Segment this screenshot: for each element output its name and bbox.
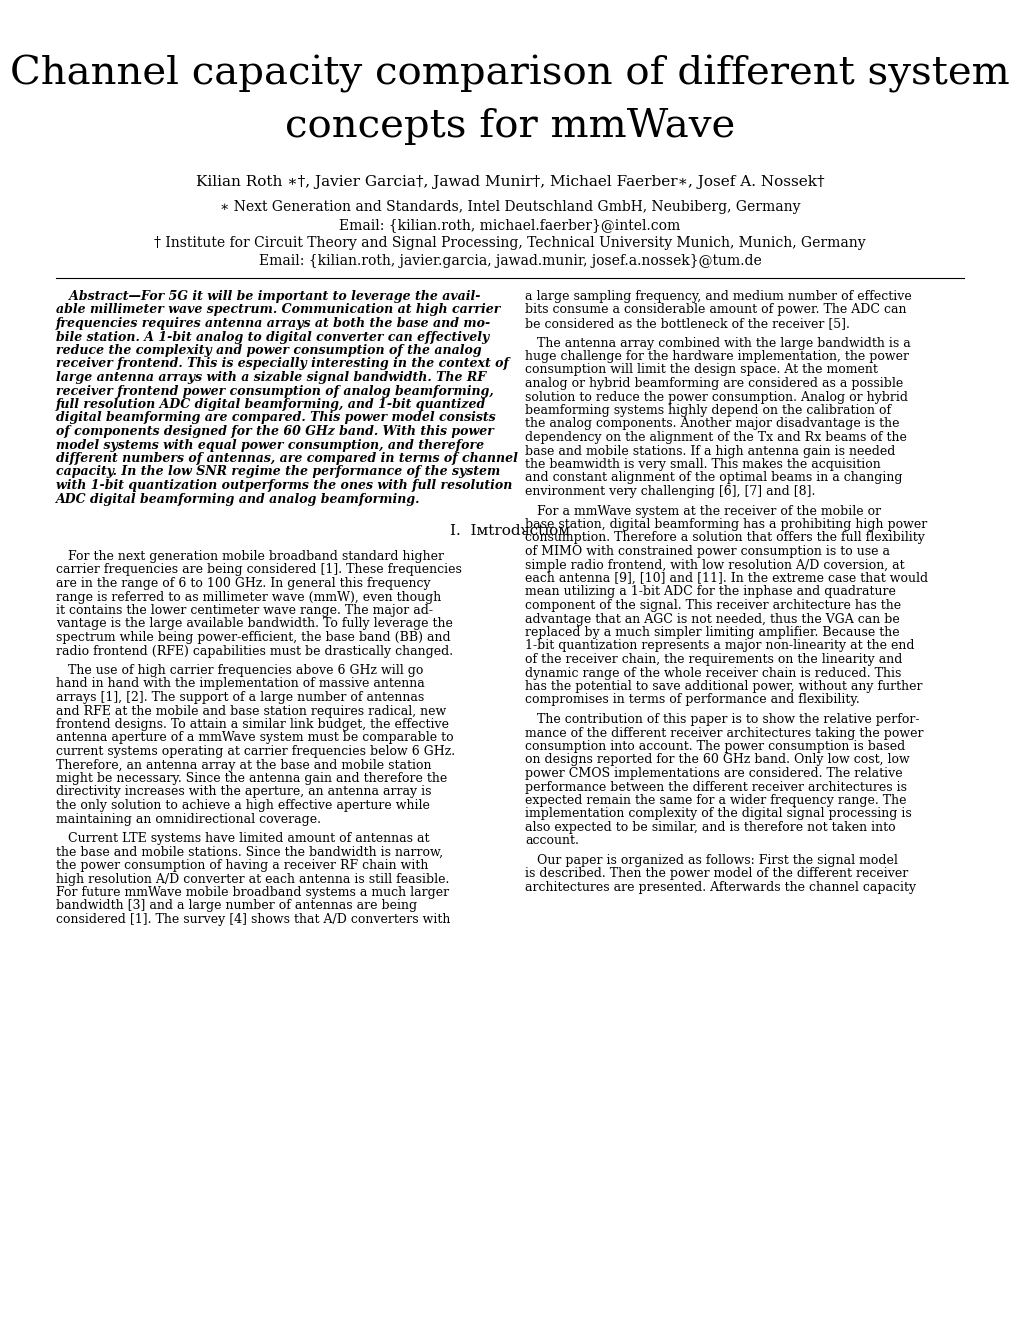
Text: replaced by a much simpler limiting amplifier. Because the: replaced by a much simpler limiting ampl… xyxy=(525,626,899,639)
Text: is described. Then the power model of the different receiver: is described. Then the power model of th… xyxy=(525,867,907,880)
Text: The contribution of this paper is to show the relative perfor-: The contribution of this paper is to sho… xyxy=(525,713,918,726)
Text: advantage that an AGC is not needed, thus the VGA can be: advantage that an AGC is not needed, thu… xyxy=(525,612,899,626)
Text: of MIMO with constrained power consumption is to use a: of MIMO with constrained power consumpti… xyxy=(525,545,890,558)
Text: The antenna array combined with the large bandwidth is a: The antenna array combined with the larg… xyxy=(525,337,910,350)
Text: carrier frequencies are being considered [1]. These frequencies: carrier frequencies are being considered… xyxy=(56,564,462,577)
Text: arrays [1], [2]. The support of a large number of antennas: arrays [1], [2]. The support of a large … xyxy=(56,690,424,704)
Text: Our paper is organized as follows: First the signal model: Our paper is organized as follows: First… xyxy=(525,854,897,867)
Text: base and mobile stations. If a high antenna gain is needed: base and mobile stations. If a high ante… xyxy=(525,445,895,458)
Text: Kilian Roth ∗†, Javier Garcia†, Jawad Munir†, Michael Faerber∗, Josef A. Nossek†: Kilian Roth ∗†, Javier Garcia†, Jawad Mu… xyxy=(196,176,823,189)
Text: component of the signal. This receiver architecture has the: component of the signal. This receiver a… xyxy=(525,599,900,612)
Text: range is referred to as millimeter wave (mmW), even though: range is referred to as millimeter wave … xyxy=(56,590,441,603)
Text: base station, digital beamforming has a prohibiting high power: base station, digital beamforming has a … xyxy=(525,517,926,531)
Text: of the receiver chain, the requirements on the linearity and: of the receiver chain, the requirements … xyxy=(525,653,902,667)
Text: model systems with equal power consumption, and therefore: model systems with equal power consumpti… xyxy=(56,438,484,451)
Text: † Institute for Circuit Theory and Signal Processing, Technical University Munic: † Institute for Circuit Theory and Signa… xyxy=(154,236,865,249)
Text: the only solution to achieve a high effective aperture while: the only solution to achieve a high effe… xyxy=(56,799,429,812)
Text: be considered as the bottleneck of the receiver [5].: be considered as the bottleneck of the r… xyxy=(525,317,849,330)
Text: performance between the different receiver architectures is: performance between the different receiv… xyxy=(525,780,906,793)
Text: mean utilizing a 1-bit ADC for the inphase and quadrature: mean utilizing a 1-bit ADC for the inpha… xyxy=(525,586,895,598)
Text: reduce the complexity and power consumption of the analog: reduce the complexity and power consumpt… xyxy=(56,345,481,356)
Text: dynamic range of the whole receiver chain is reduced. This: dynamic range of the whole receiver chai… xyxy=(525,667,901,680)
Text: receiver frontend power consumption of analog beamforming,: receiver frontend power consumption of a… xyxy=(56,384,493,397)
Text: hand in hand with the implementation of massive antenna: hand in hand with the implementation of … xyxy=(56,677,424,690)
Text: For a mmWave system at the receiver of the mobile or: For a mmWave system at the receiver of t… xyxy=(525,504,880,517)
Text: expected remain the same for a wider frequency range. The: expected remain the same for a wider fre… xyxy=(525,795,906,807)
Text: and RFE at the mobile and base station requires radical, new: and RFE at the mobile and base station r… xyxy=(56,705,446,718)
Text: current systems operating at carrier frequencies below 6 GHz.: current systems operating at carrier fre… xyxy=(56,744,454,758)
Text: frequencies requires antenna arrays at both the base and mo-: frequencies requires antenna arrays at b… xyxy=(56,317,491,330)
Text: frontend designs. To attain a similar link budget, the effective: frontend designs. To attain a similar li… xyxy=(56,718,448,731)
Text: simple radio frontend, with low resolution A/D coversion, at: simple radio frontend, with low resoluti… xyxy=(525,558,904,572)
Text: ADC digital beamforming and analog beamforming.: ADC digital beamforming and analog beamf… xyxy=(56,492,420,506)
Text: consumption will limit the design space. At the moment: consumption will limit the design space.… xyxy=(525,363,877,376)
Text: the power consumption of having a receiver RF chain with: the power consumption of having a receiv… xyxy=(56,859,428,873)
Text: Email: {kilian.roth, javier.garcia, jawad.munir, josef.a.nossek}@tum.de: Email: {kilian.roth, javier.garcia, jawa… xyxy=(259,253,760,268)
Text: the analog components. Another major disadvantage is the: the analog components. Another major dis… xyxy=(525,417,899,430)
Text: a large sampling frequency, and medium number of effective: a large sampling frequency, and medium n… xyxy=(525,290,911,304)
Text: has the potential to save additional power, without any further: has the potential to save additional pow… xyxy=(525,680,921,693)
Text: Current LTE systems have limited amount of antennas at: Current LTE systems have limited amount … xyxy=(56,832,429,845)
Text: vantage is the large available bandwidth. To fully leverage the: vantage is the large available bandwidth… xyxy=(56,618,452,631)
Text: receiver frontend. This is especially interesting in the context of: receiver frontend. This is especially in… xyxy=(56,358,508,371)
Text: Email: {kilian.roth, michael.faerber}@intel.com: Email: {kilian.roth, michael.faerber}@in… xyxy=(339,218,680,232)
Text: capacity. In the low SNR regime the performance of the system: capacity. In the low SNR regime the perf… xyxy=(56,466,499,479)
Text: The use of high carrier frequencies above 6 GHz will go: The use of high carrier frequencies abov… xyxy=(56,664,423,677)
Text: Therefore, an antenna array at the base and mobile station: Therefore, an antenna array at the base … xyxy=(56,759,431,771)
Text: bile station. A 1-bit analog to digital converter can effectively: bile station. A 1-bit analog to digital … xyxy=(56,330,489,343)
Text: digital beamforming are compared. This power model consists: digital beamforming are compared. This p… xyxy=(56,412,495,425)
Text: bandwidth [3] and a large number of antennas are being: bandwidth [3] and a large number of ante… xyxy=(56,899,417,912)
Text: and constant alignment of the optimal beams in a changing: and constant alignment of the optimal be… xyxy=(525,471,902,484)
Text: spectrum while being power-efficient, the base band (BB) and: spectrum while being power-efficient, th… xyxy=(56,631,450,644)
Text: consumption. Therefore a solution that offers the full flexibility: consumption. Therefore a solution that o… xyxy=(525,532,924,544)
Text: compromises in terms of performance and flexibility.: compromises in terms of performance and … xyxy=(525,693,859,706)
Text: I.  Iᴍtrᴏdᴚctɪᴏᴍ: I. Iᴍtrᴏdᴚctɪᴏᴍ xyxy=(449,524,570,539)
Text: Abstract—For 5G it will be important to leverage the avail-: Abstract—For 5G it will be important to … xyxy=(56,290,480,304)
Text: For future mmWave mobile broadband systems a much larger: For future mmWave mobile broadband syste… xyxy=(56,886,448,899)
Text: ∗ Next Generation and Standards, Intel Deutschland GmbH, Neubiberg, Germany: ∗ Next Generation and Standards, Intel D… xyxy=(219,201,800,214)
Text: full resolution ADC digital beamforming, and 1-bit quantized: full resolution ADC digital beamforming,… xyxy=(56,399,486,411)
Text: the base and mobile stations. Since the bandwidth is narrow,: the base and mobile stations. Since the … xyxy=(56,846,442,858)
Text: account.: account. xyxy=(525,834,579,847)
Text: large antenna arrays with a sizable signal bandwidth. The RF: large antenna arrays with a sizable sign… xyxy=(56,371,486,384)
Text: bits consume a considerable amount of power. The ADC can: bits consume a considerable amount of po… xyxy=(525,304,906,317)
Text: concepts for mmWave: concepts for mmWave xyxy=(284,108,735,145)
Text: each antenna [9], [10] and [11]. In the extreme case that would: each antenna [9], [10] and [11]. In the … xyxy=(525,572,927,585)
Text: the beamwidth is very small. This makes the acquisition: the beamwidth is very small. This makes … xyxy=(525,458,879,471)
Text: of components designed for the 60 GHz band. With this power: of components designed for the 60 GHz ba… xyxy=(56,425,493,438)
Text: considered [1]. The survey [4] shows that A/D converters with: considered [1]. The survey [4] shows tha… xyxy=(56,913,450,927)
Text: analog or hybrid beamforming are considered as a possible: analog or hybrid beamforming are conside… xyxy=(525,378,903,389)
Text: mance of the different receiver architectures taking the power: mance of the different receiver architec… xyxy=(525,726,922,739)
Text: solution to reduce the power consumption. Analog or hybrid: solution to reduce the power consumption… xyxy=(525,391,907,404)
Text: For the next generation mobile broadband standard higher: For the next generation mobile broadband… xyxy=(56,550,443,564)
Text: implementation complexity of the digital signal processing is: implementation complexity of the digital… xyxy=(525,808,911,821)
Text: consumption into account. The power consumption is based: consumption into account. The power cons… xyxy=(525,741,905,752)
Text: 1-bit quantization represents a major non-linearity at the end: 1-bit quantization represents a major no… xyxy=(525,639,914,652)
Text: might be necessary. Since the antenna gain and therefore the: might be necessary. Since the antenna ga… xyxy=(56,772,446,785)
Text: huge challenge for the hardware implementation, the power: huge challenge for the hardware implemen… xyxy=(525,350,908,363)
Text: able millimeter wave spectrum. Communication at high carrier: able millimeter wave spectrum. Communica… xyxy=(56,304,500,317)
Text: power CMOS implementations are considered. The relative: power CMOS implementations are considere… xyxy=(525,767,902,780)
Text: directivity increases with the aperture, an antenna array is: directivity increases with the aperture,… xyxy=(56,785,431,799)
Text: architectures are presented. Afterwards the channel capacity: architectures are presented. Afterwards … xyxy=(525,880,915,894)
Text: with 1-bit quantization outperforms the ones with full resolution: with 1-bit quantization outperforms the … xyxy=(56,479,512,492)
Text: environment very challenging [6], [7] and [8].: environment very challenging [6], [7] an… xyxy=(525,484,814,498)
Text: beamforming systems highly depend on the calibration of: beamforming systems highly depend on the… xyxy=(525,404,891,417)
Text: antenna aperture of a mmWave system must be comparable to: antenna aperture of a mmWave system must… xyxy=(56,731,453,744)
Text: Channel capacity comparison of different system: Channel capacity comparison of different… xyxy=(10,55,1009,92)
Text: radio frontend (RFE) capabilities must be drastically changed.: radio frontend (RFE) capabilities must b… xyxy=(56,644,452,657)
Text: different numbers of antennas, are compared in terms of channel: different numbers of antennas, are compa… xyxy=(56,451,518,465)
Text: it contains the lower centimeter wave range. The major ad-: it contains the lower centimeter wave ra… xyxy=(56,605,433,616)
Text: high resolution A/D converter at each antenna is still feasible.: high resolution A/D converter at each an… xyxy=(56,873,449,886)
Text: maintaining an omnidirectional coverage.: maintaining an omnidirectional coverage. xyxy=(56,813,321,825)
Text: on designs reported for the 60 GHz band. Only low cost, low: on designs reported for the 60 GHz band.… xyxy=(525,754,909,767)
Text: are in the range of 6 to 100 GHz. In general this frequency: are in the range of 6 to 100 GHz. In gen… xyxy=(56,577,430,590)
Text: dependency on the alignment of the Tx and Rx beams of the: dependency on the alignment of the Tx an… xyxy=(525,432,906,444)
Text: also expected to be similar, and is therefore not taken into: also expected to be similar, and is ther… xyxy=(525,821,895,834)
